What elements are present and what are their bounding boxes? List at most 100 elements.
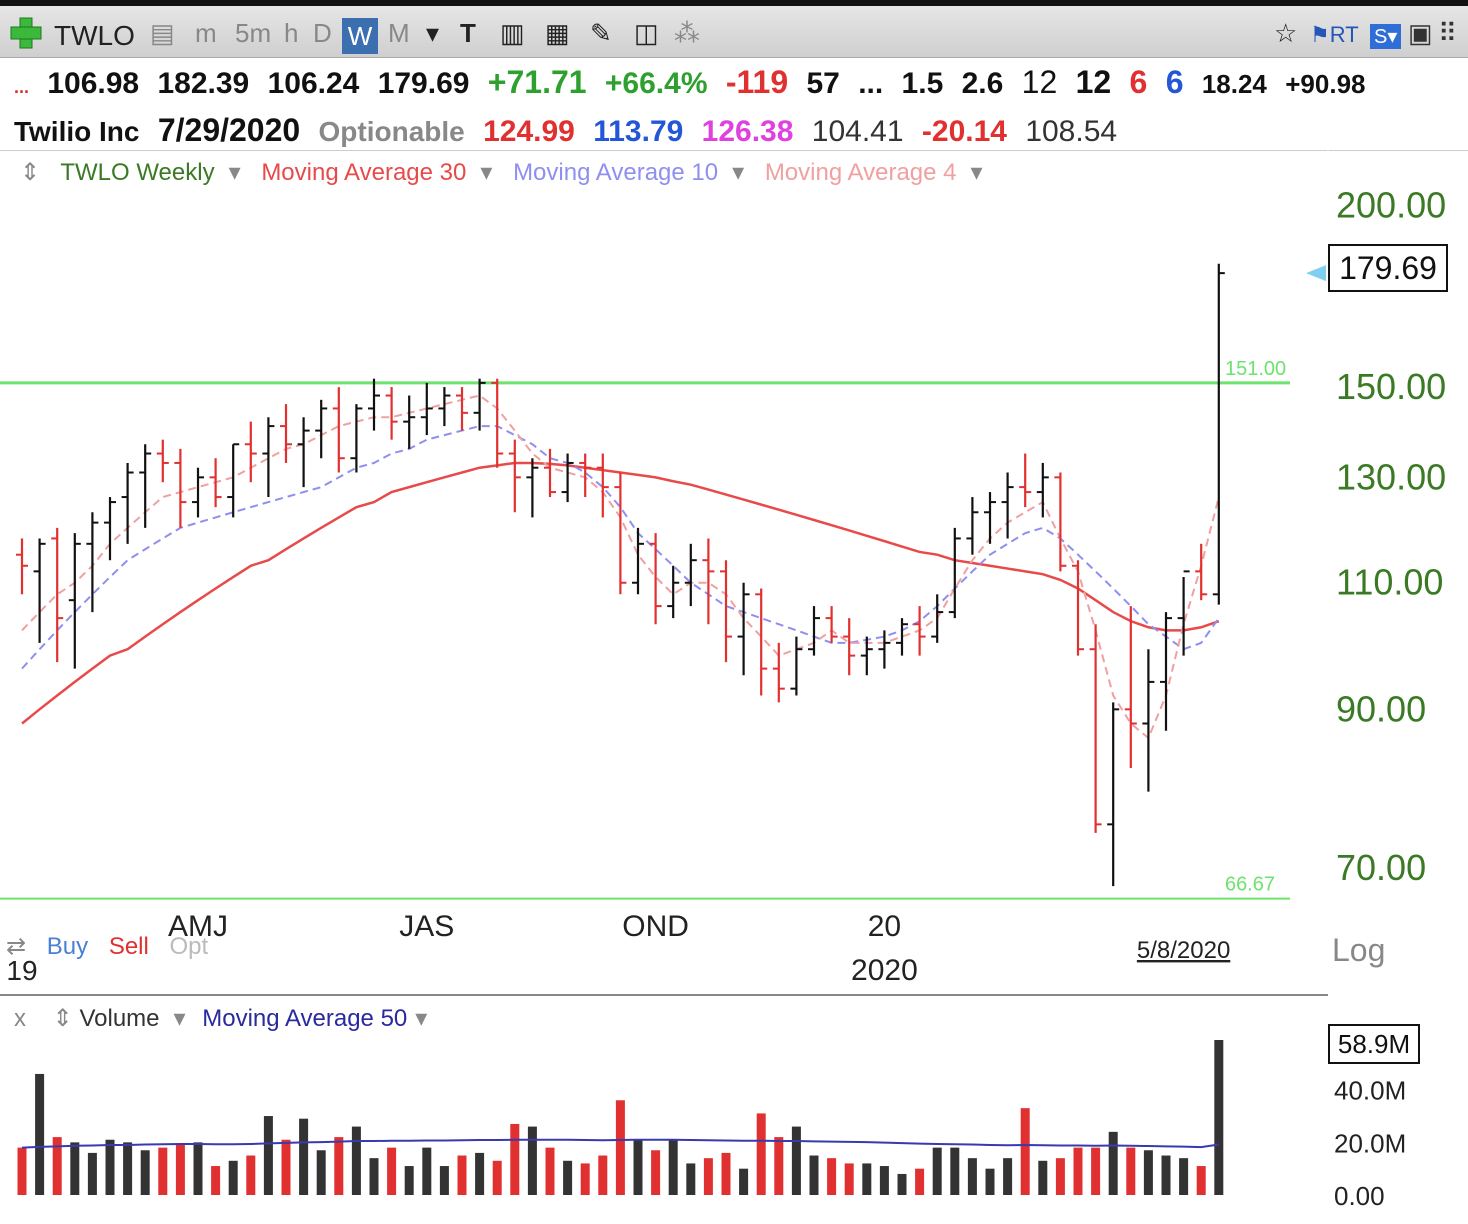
legend-volume[interactable]: Volume [79, 1005, 160, 1032]
chevron-down-icon[interactable]: ▾ [480, 159, 493, 186]
volume-bar [527, 1126, 537, 1195]
chevron-down-icon[interactable]: ▾ [732, 159, 745, 186]
header-divider [0, 150, 1468, 151]
volume-bar [827, 1158, 837, 1195]
y-tick-label: 150.00 [1336, 366, 1446, 407]
chevron-down-icon[interactable]: ▾ [426, 18, 440, 48]
chevron-down-icon[interactable]: ▾ [228, 159, 241, 186]
volume-tick-label: 40.0M [1334, 1076, 1406, 1106]
legend-main-series[interactable]: TWLO Weekly [60, 159, 215, 186]
volume-bar [615, 1100, 625, 1195]
legend-ma30[interactable]: Moving Average 30 [261, 159, 467, 186]
volume-bar [123, 1142, 133, 1195]
volume-bar [140, 1150, 150, 1195]
volume-bar [316, 1150, 326, 1195]
volume-bar [369, 1158, 379, 1195]
chevron-down-icon[interactable]: ▾ [970, 159, 983, 186]
trade-icon[interactable]: ⇄ [6, 933, 27, 960]
legend-ma10[interactable]: Moving Average 10 [513, 159, 719, 186]
quote-metric-c: 126.38 [701, 115, 794, 148]
volume-bar [1126, 1147, 1136, 1195]
pencil-icon[interactable]: ✎ [590, 18, 612, 48]
drag-handle-icon[interactable]: ⠿ [1438, 18, 1458, 48]
settings-s-icon[interactable]: S▾ [1370, 24, 1402, 49]
add-symbol-icon[interactable] [8, 14, 48, 54]
interval-week[interactable]: W [342, 18, 378, 54]
volume-bar [703, 1158, 713, 1195]
x-tick-label: AMJ [168, 910, 228, 943]
quote-value-3: 1.5 [901, 67, 944, 100]
quote-value-4: 2.6 [961, 67, 1004, 100]
volume-bar [439, 1166, 449, 1195]
level-label: 151.00 [1225, 358, 1286, 380]
interval-month[interactable]: M [388, 18, 410, 48]
volume-bar [915, 1168, 925, 1195]
ticker-symbol[interactable]: TWLO [54, 20, 135, 51]
bar-style-icon[interactable]: ▥ [500, 18, 525, 48]
share-icon[interactable]: ⁂ [674, 18, 700, 48]
volume-bar [598, 1155, 608, 1195]
volume-bar [1020, 1108, 1030, 1195]
quote-value-6: 12 [1075, 64, 1112, 100]
volume-bar [475, 1152, 485, 1195]
level-label: 66.67 [1225, 874, 1275, 896]
volume-bar [510, 1123, 520, 1195]
y-tick-label: 200.00 [1336, 185, 1446, 226]
close-pane-button[interactable]: x [14, 1005, 26, 1032]
grid-icon[interactable]: ▦ [545, 18, 570, 48]
print-icon[interactable]: ▤ [150, 18, 175, 48]
interval-5m[interactable]: 5m [235, 18, 272, 48]
y-tick-label: 70.00 [1336, 847, 1426, 888]
window-icon[interactable]: ▣ [1408, 18, 1433, 48]
quote-value-5: 12 [1021, 64, 1058, 100]
buy-button[interactable]: Buy [46, 933, 89, 960]
interval-1m[interactable]: m [195, 18, 217, 48]
volume-bar [351, 1126, 361, 1195]
x-tick-label: OND [622, 910, 689, 943]
realtime-flag-icon[interactable]: ⚑RT [1310, 22, 1359, 47]
volume-bar [1091, 1147, 1101, 1195]
x-tick-label: 2020 [851, 954, 918, 987]
toolbar: TWLO ▤ m 5m h D W M ▾ T ▥ ▦ ✎ ◫ ⁂ ☆ ⚑RT … [0, 0, 1468, 58]
text-tool-icon[interactable]: T [460, 18, 476, 48]
star-icon[interactable]: ☆ [1274, 18, 1298, 48]
volume-bar [985, 1168, 995, 1195]
interval-day[interactable]: D [313, 18, 332, 48]
quote-metric-a: 124.99 [483, 115, 575, 148]
current-price-box: 179.69 [1328, 244, 1448, 292]
menu-dots[interactable]: ... [14, 77, 30, 97]
date-marker-label: 5/8/2020 [1137, 937, 1230, 964]
sell-button[interactable]: Sell [108, 933, 149, 960]
quote-date: 7/29/2020 [157, 112, 301, 148]
y-tick-label: 130.00 [1336, 456, 1446, 497]
volume-bar [1108, 1131, 1118, 1195]
quote-close: 179.69 [377, 67, 470, 100]
volume-bar [563, 1160, 573, 1195]
x-tick-label: 20 [868, 910, 901, 943]
volume-bar [422, 1147, 432, 1195]
volume-bar [739, 1168, 749, 1195]
quote-ellipsis: ... [858, 67, 884, 100]
volume-bar [87, 1152, 97, 1195]
volume-bar [545, 1147, 555, 1195]
volume-bar [879, 1166, 889, 1195]
reorder-icon[interactable]: ⇕ [52, 1005, 73, 1032]
volume-bar [844, 1163, 854, 1195]
option-button[interactable]: Opt [169, 933, 209, 960]
legend-volume-ma50[interactable]: Moving Average 50 [202, 1005, 408, 1032]
chevron-down-icon[interactable]: ▾ [173, 1005, 186, 1032]
chevron-down-icon[interactable]: ▾ [415, 1005, 428, 1032]
log-scale-toggle[interactable]: Log [1332, 932, 1386, 968]
volume-bar [897, 1173, 907, 1195]
volume-bar [70, 1142, 80, 1195]
legend-ma4[interactable]: Moving Average 4 [764, 159, 957, 186]
reorder-icon[interactable]: ⇕ [20, 159, 41, 186]
interval-hour[interactable]: h [284, 18, 299, 48]
volume-bar [1038, 1160, 1048, 1195]
volume-bar [774, 1137, 784, 1195]
y-tick-label: 110.00 [1336, 562, 1443, 603]
quote-row-1: ... 106.98 182.39 106.24 179.69 +71.71 +… [14, 64, 1376, 101]
volume-bar [967, 1158, 977, 1195]
layers-icon[interactable]: ◫ [634, 18, 659, 48]
